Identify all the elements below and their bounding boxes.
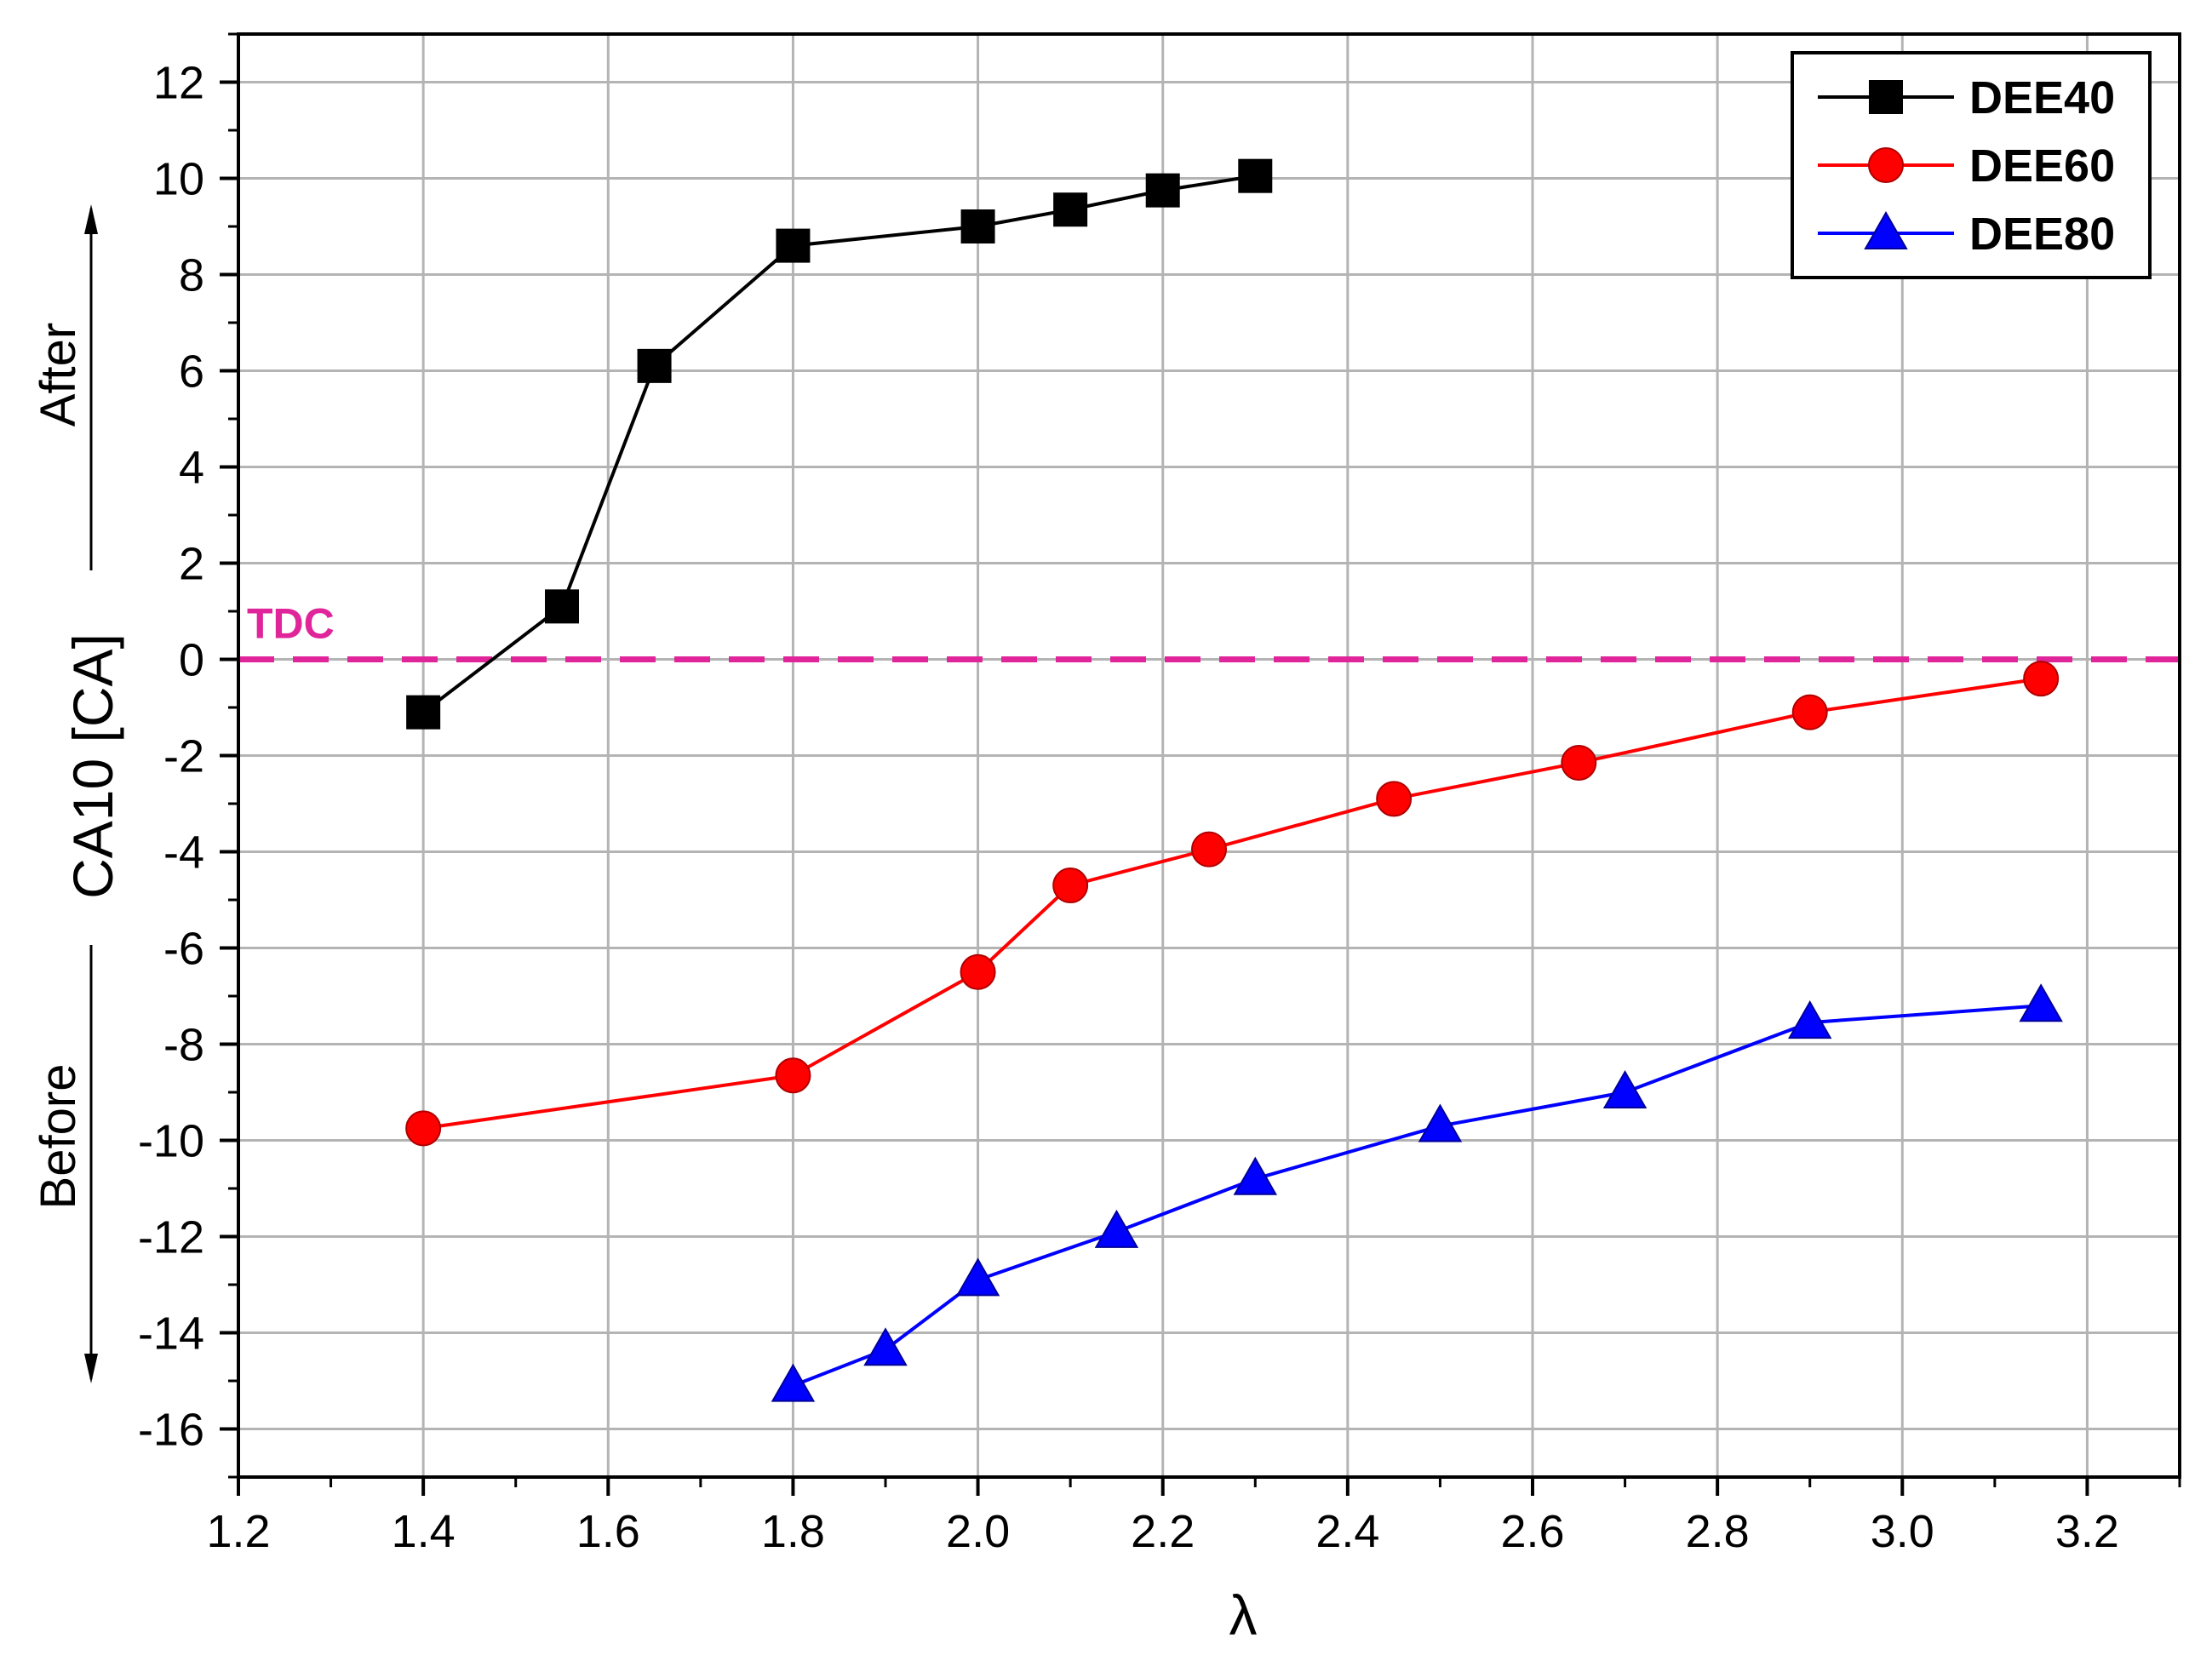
y-tick-label: -12 [138,1212,204,1263]
x-tick-label: 2.4 [1315,1506,1379,1557]
data-point-dee60 [1376,781,1413,817]
labels-layer: TDC 1.2 1.4 1.6 1.8 2.0 2.2 2.4 2.6 2.8 3.0 3.2 -16 -… [31,58,2119,1647]
x-tick-label: 3.0 [1871,1506,1934,1557]
data-point-dee80 [863,1327,908,1366]
legend-label-dee60: DEE60 [1969,140,2115,192]
data-point-dee40 [1145,173,1180,208]
x-tick-label: 1.6 [576,1506,640,1557]
y-tick-label: 8 [179,250,204,301]
data-point-dee40 [545,589,579,624]
x-tick-label: 1.2 [206,1506,270,1557]
y-tick-label: 2 [179,539,204,590]
x-tick-label: 2.0 [946,1506,1010,1557]
data-point-dee40 [406,695,441,730]
y-tick-label: 4 [179,443,204,494]
y-tick-label: 0 [179,635,204,686]
x-tick-label: 2.8 [1686,1506,1750,1557]
data-point-dee60 [1191,831,1227,868]
data-point-dee80 [955,1257,1000,1297]
series-line-dee60 [422,677,2042,1131]
data-point-dee60 [1561,744,1597,781]
y-tick-label: -4 [163,828,204,879]
data-point-dee80 [1233,1156,1278,1195]
y-tick-label: 10 [153,154,204,205]
legend-label-dee80: DEE80 [1969,209,2115,260]
data-point-dee80 [1418,1103,1463,1142]
x-tick-label: 2.2 [1131,1506,1195,1557]
axes-layer [84,32,2181,1496]
data-point-dee60 [405,1110,442,1147]
data-point-dee40 [960,209,995,243]
before-arrowhead [84,1354,98,1383]
y-axis-title: CA10 [CA] [61,633,124,899]
data-point-dee80 [1094,1209,1139,1248]
legend-marker-dee80 [1864,210,1908,249]
legend: DEE40 DEE60 DEE80 [1791,51,2152,279]
series-line-dee40 [421,174,1256,714]
x-tick-label: 2.6 [1500,1506,1564,1557]
data-point-dee80 [1787,1000,1832,1039]
tdc-label: TDC [247,600,335,648]
data-point-dee60 [2023,661,2060,697]
data-point-dee40 [1053,192,1088,227]
after-label: After [31,323,86,427]
legend-label-dee40: DEE40 [1969,72,2115,123]
legend-marker-dee40 [1869,80,1903,114]
data-point-dee60 [775,1057,811,1094]
series-line-dee80 [792,1004,2042,1388]
legend-marker-dee60 [1868,147,1904,183]
x-axis-title: λ [1229,1583,1258,1646]
y-tick-label: 6 [179,346,204,398]
data-point-dee60 [960,953,996,990]
data-point-dee80 [2019,983,2063,1022]
before-label: Before [31,1064,86,1210]
x-tick-label: 3.2 [2055,1506,2119,1557]
series-layer [405,158,2063,1402]
data-point-dee60 [1052,868,1089,904]
y-tick-label: 12 [153,58,204,109]
after-arrowhead [84,204,98,234]
y-tick-label: -6 [163,924,204,975]
data-point-dee60 [1791,694,1828,730]
data-point-dee80 [1602,1069,1648,1108]
y-tick-label: -2 [163,731,204,782]
data-point-dee40 [776,228,811,263]
data-point-dee40 [637,348,672,383]
data-point-dee40 [1238,158,1273,193]
y-tick-label: -8 [163,1020,204,1071]
x-tick-label: 1.4 [392,1506,456,1557]
y-tick-label: -14 [138,1309,204,1360]
data-point-dee80 [771,1363,816,1402]
x-tick-label: 1.8 [761,1506,825,1557]
y-tick-label: -10 [138,1116,204,1167]
y-tick-label: -16 [138,1405,204,1456]
